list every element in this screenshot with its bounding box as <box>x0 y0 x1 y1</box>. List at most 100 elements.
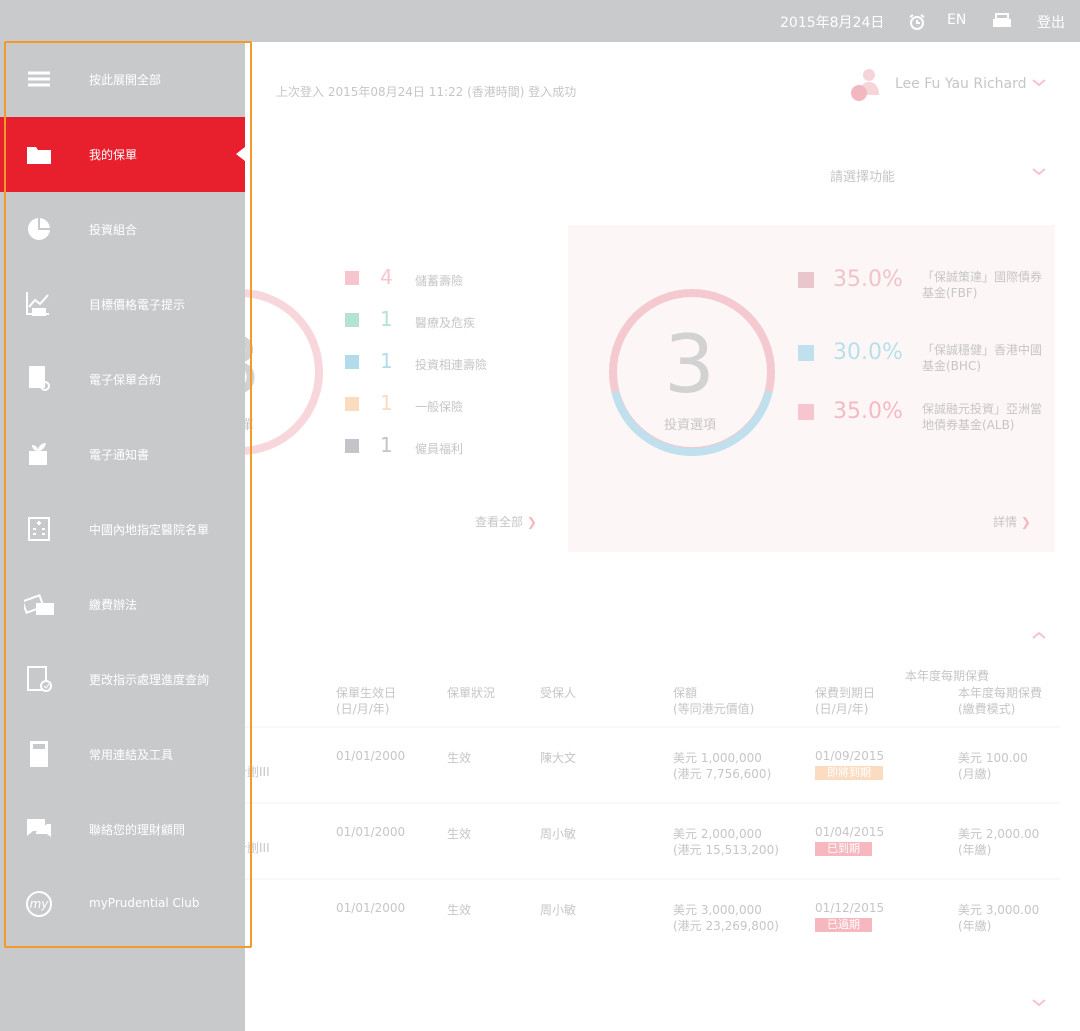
menu-item[interactable]: 常用連結及工具 <box>0 717 245 792</box>
menu-icon <box>28 218 50 240</box>
menu-item[interactable]: 我的保單 <box>0 117 245 192</box>
investment-label: 投資選項 <box>664 418 717 433</box>
print-icon[interactable] <box>992 13 1012 29</box>
status: 生效 <box>447 751 472 765</box>
menu-icon: my <box>26 891 52 917</box>
status: 生效 <box>447 903 472 917</box>
legend-value: 1 <box>380 433 393 457</box>
details[interactable]: 詳情 ❯ <box>993 515 1031 529</box>
legend-value: 35.0% <box>833 267 903 292</box>
menu-icon <box>28 71 50 87</box>
policy-ring <box>245 289 323 455</box>
legend-label: 保誠融元投資」亞洲當地債券基金(ALB) <box>922 402 1043 432</box>
sum-insured-hkd: (港元 23,269,800) <box>673 919 779 933</box>
legend-value: 4 <box>380 265 393 289</box>
column-header: 本年度每期保費 <box>958 686 1043 700</box>
menu-icon <box>29 443 47 465</box>
sum-insured: 美元 2,000,000 <box>673 827 762 841</box>
menu-label: 聯絡您的理財顧問 <box>89 823 186 837</box>
legend-label: 「保誠策達」國際債券基金(FBF) <box>922 270 1043 300</box>
menu-icon <box>27 147 51 164</box>
top-bar: 2015年8月24日 EN 登出 <box>0 0 1080 42</box>
premium: 美元 2,000.00 <box>958 827 1040 841</box>
column-header-sub: (日/月/年) <box>336 702 390 716</box>
menu-item[interactable]: my myPrudential Club <box>0 867 245 942</box>
sum-insured-hkd: (港元 7,756,600) <box>673 767 772 781</box>
effective-date: 01/01/2000 <box>336 749 406 763</box>
menu-label: 按此展開全部 <box>89 73 162 87</box>
menu-label: 電子通知書 <box>89 448 150 462</box>
column-header: 保額 <box>673 686 698 700</box>
legend-value: 35.0% <box>833 399 903 424</box>
legend-label: 「保誠穩健」香港中國基金(BHC) <box>922 343 1043 373</box>
payment-mode: (年繳) <box>958 843 992 857</box>
sum-insured: 美元 1,000,000 <box>673 751 762 765</box>
legend-label: 醫療及危疾 <box>415 316 476 330</box>
legend-value: 30.0% <box>833 340 903 365</box>
menu-icon <box>27 666 52 692</box>
logout[interactable]: 登出 <box>1037 15 1065 31</box>
menu-item[interactable]: 電子保單合約 <box>0 342 245 417</box>
effective-date: 01/01/2000 <box>336 901 406 915</box>
due-status: 已到期 <box>815 842 872 856</box>
view-all-text: 查看全部 <box>475 515 524 529</box>
menu-item[interactable]: 目標價格電子提示 <box>0 267 245 342</box>
legend-label: 一般保險 <box>415 400 464 414</box>
legend-value: 1 <box>380 349 393 373</box>
details-text: 詳情 <box>993 515 1018 529</box>
menu-icon <box>29 366 50 391</box>
alarm-icon[interactable] <box>908 13 926 31</box>
menu-item[interactable]: 中國內地指定醫院名單 <box>0 492 245 567</box>
legend-label: 僱員福利 <box>415 442 464 456</box>
view-all[interactable]: 查看全部 ❯ <box>475 515 537 529</box>
menu-item[interactable]: 投資組合 <box>0 192 245 267</box>
menu-label: 目標價格電子提示 <box>89 298 186 312</box>
main-content: 上次登入 2015年08月24日 11:22 (香港時間) 登入成功 4 Lee… <box>210 42 1080 1031</box>
payment-mode: (月繳) <box>958 767 992 781</box>
menu-item[interactable]: 聯絡您的理財顧問 <box>0 792 245 867</box>
menu-icon <box>24 594 54 615</box>
menu-icon <box>30 741 48 767</box>
column-header-sub: (日/月/年) <box>815 702 869 716</box>
sum-insured-hkd: (港元 15,513,200) <box>673 843 779 857</box>
menu-label: 中國內地指定醫院名單 <box>89 523 210 537</box>
column-header: 受保人 <box>540 686 577 700</box>
legend-label: 投資相連壽險 <box>415 358 488 372</box>
column-header: 保單生效日 <box>336 686 397 700</box>
annual-premium-caption: 本年度每期保費 <box>905 669 990 683</box>
due-status: 即將到期 <box>815 766 883 780</box>
active-pointer <box>236 147 245 161</box>
menu-label: 繳費辦法 <box>89 598 138 612</box>
column-header: 保費到期日 <box>815 686 876 700</box>
column-header-sub: (繳費模式) <box>958 702 1016 716</box>
chevrons <box>1032 79 1046 1007</box>
investment-ring-segment <box>611 390 773 457</box>
menu-icon <box>26 292 49 316</box>
decor <box>245 79 1060 1007</box>
menu-item[interactable]: 繳費辦法 <box>0 567 245 642</box>
language-toggle[interactable]: EN <box>947 12 967 28</box>
due-status: 已過期 <box>815 918 872 932</box>
legend-value: 1 <box>380 391 393 415</box>
column-header-sub: (等同港元價值) <box>673 702 755 716</box>
notification-count: 4 <box>851 62 858 73</box>
insured: 陳大文 <box>540 751 577 765</box>
menu-item[interactable]: 電子通知書 <box>0 417 245 492</box>
menu-label: myPrudential Club <box>89 896 200 910</box>
user-avatar <box>851 69 879 101</box>
menu-icon <box>28 517 50 541</box>
menu-item[interactable]: 按此展開全部 <box>0 42 245 117</box>
menu-label: 投資組合 <box>89 223 138 237</box>
menu-item[interactable]: 更改指示處理進度查詢 <box>0 642 245 717</box>
legend-value: 1 <box>380 307 393 331</box>
user-name[interactable]: Lee Fu Yau Richard <box>895 76 1027 92</box>
menu-label: 電子保單合約 <box>89 373 162 387</box>
function-select[interactable]: 請選擇功能 <box>830 170 896 185</box>
payment-mode: (年繳) <box>958 919 992 933</box>
svg-text:my: my <box>30 897 50 911</box>
insured: 周小敏 <box>540 903 577 917</box>
legend-label: 儲蓄壽險 <box>415 274 464 288</box>
due-date: 01/12/2015 <box>815 901 885 915</box>
sum-insured: 美元 3,000,000 <box>673 903 762 917</box>
